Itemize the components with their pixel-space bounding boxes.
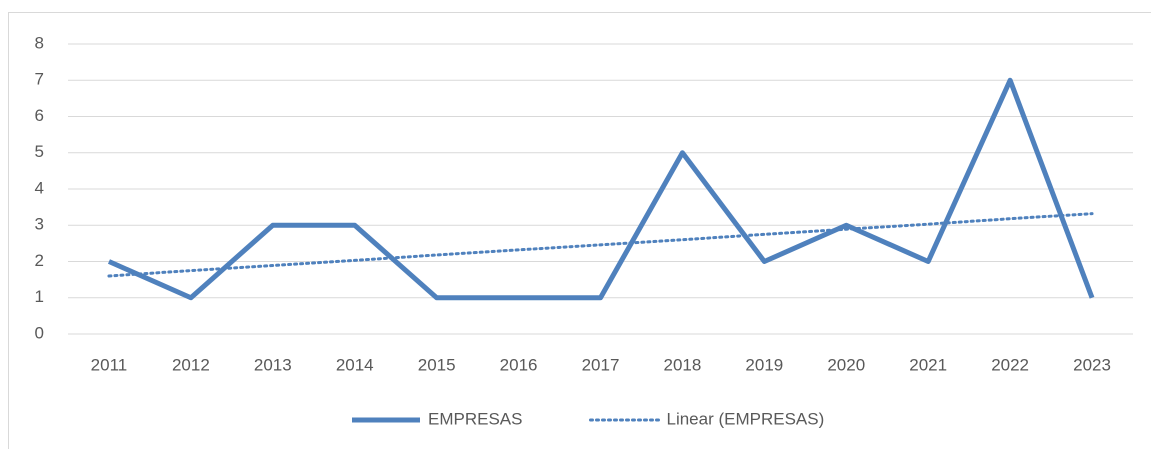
x-tick-label: 2013	[254, 355, 292, 374]
y-tick-label: 2	[35, 251, 44, 270]
x-tick-label: 2011	[91, 355, 128, 374]
y-tick-label: 4	[35, 178, 44, 197]
y-tick-label: 0	[35, 323, 44, 342]
legend-label: Linear (EMPRESAS)	[666, 409, 824, 428]
data-line	[107, 77, 1095, 301]
x-tick-label: 2017	[582, 355, 620, 374]
x-tick-label: 2020	[827, 355, 865, 374]
chart-border	[8, 12, 1151, 449]
x-tick-label: 2016	[500, 355, 538, 374]
x-tick-label: 2019	[745, 355, 783, 374]
legend-label: EMPRESAS	[428, 409, 522, 428]
x-tick-label: 2022	[991, 355, 1029, 374]
y-tick-label: 5	[35, 142, 44, 161]
x-tick-label: 2014	[336, 355, 374, 374]
x-tick-label: 2023	[1073, 355, 1111, 374]
x-tick-label: 2021	[909, 355, 947, 374]
x-tick-label: 2018	[664, 355, 702, 374]
y-tick-label: 7	[35, 70, 44, 89]
trend-line	[107, 212, 1094, 278]
x-tick-label: 2015	[418, 355, 456, 374]
y-tick-label: 1	[35, 287, 44, 306]
y-tick-label: 8	[35, 33, 44, 52]
y-tick-label: 3	[35, 215, 44, 234]
y-tick-label: 6	[35, 106, 44, 125]
x-tick-label: 2012	[172, 355, 210, 374]
